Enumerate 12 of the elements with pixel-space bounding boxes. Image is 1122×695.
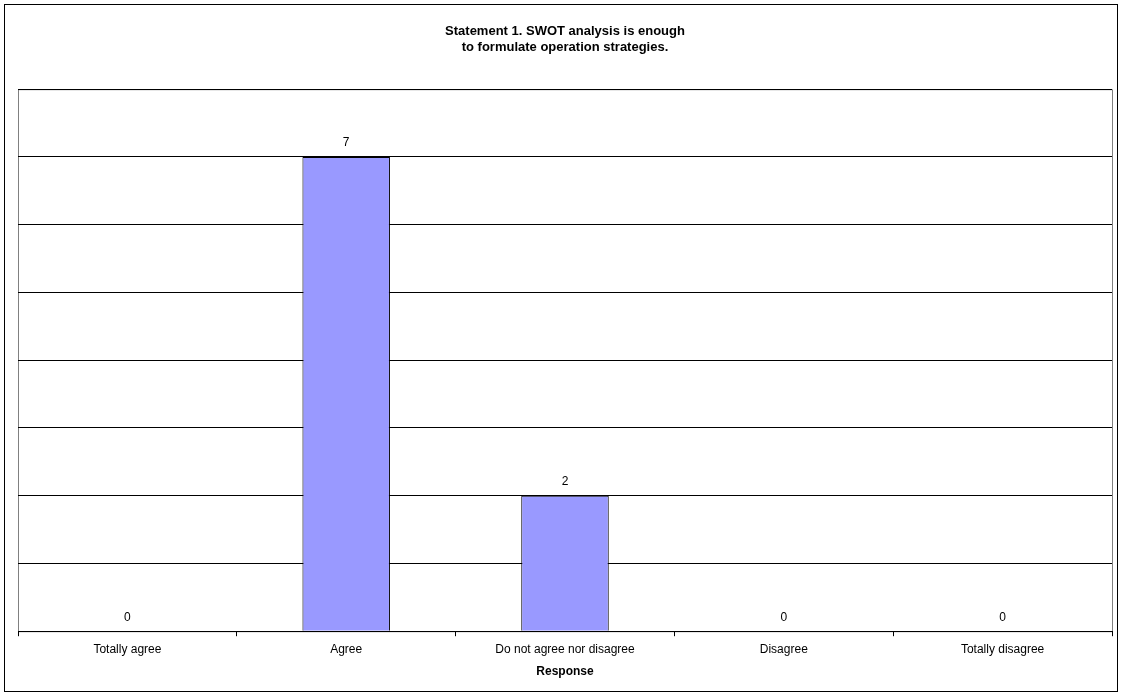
data-label: 0	[124, 609, 132, 624]
data-label: 0	[999, 609, 1007, 624]
x-tick-label: Agree	[330, 641, 363, 656]
chart-title: Statement 1. SWOT analysis is enough to formulate operation strategies.	[445, 23, 685, 54]
x-tick-label: Totally disagree	[960, 641, 1045, 656]
data-label: 2	[561, 474, 569, 489]
data-label: 0	[780, 609, 788, 624]
x-tick-label: Do not agree nor disagree	[495, 641, 636, 656]
x-tick-label: Totally agree	[93, 641, 162, 656]
data-label: 7	[342, 135, 350, 150]
x-tick-label: Disagree	[759, 641, 809, 656]
x-axis-title: Response	[536, 664, 594, 679]
